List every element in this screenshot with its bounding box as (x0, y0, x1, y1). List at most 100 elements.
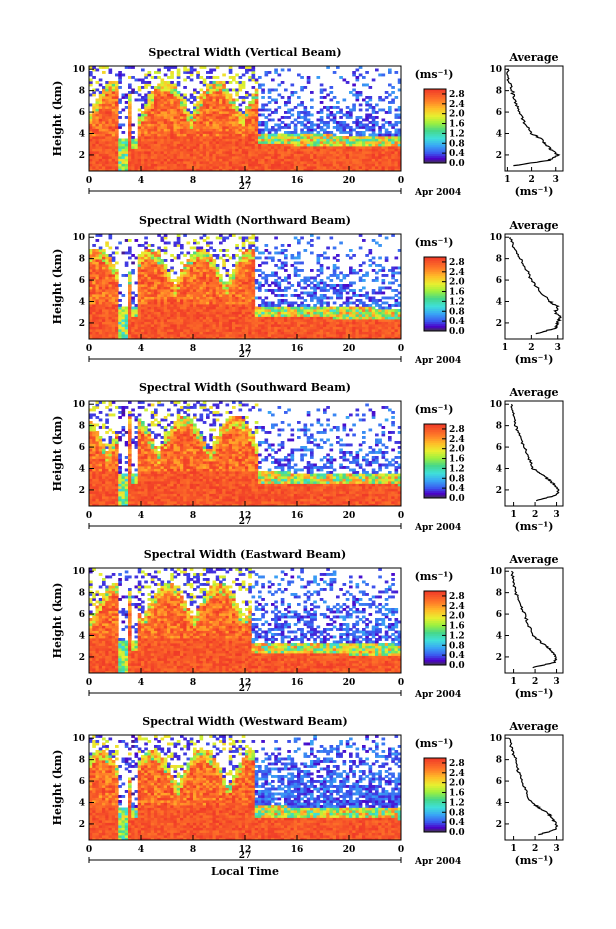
heatmap-cell (95, 116, 100, 119)
heatmap-cell (336, 163, 340, 167)
heatmap-cell (235, 118, 239, 122)
heatmap-cell (219, 249, 223, 252)
heatmap-cell (128, 316, 132, 320)
heatmap-cell (108, 113, 113, 117)
heatmap-cell (163, 83, 168, 87)
heatmap-cell (254, 329, 259, 332)
heatmap-cell (170, 296, 174, 300)
heatmap-cell (300, 301, 304, 305)
heatmap-cell (202, 279, 207, 282)
heatmap-cell (297, 314, 301, 317)
heatmap-cell (105, 93, 109, 97)
heatmap-cell (365, 156, 369, 159)
heatmap-cell (167, 143, 171, 147)
heatmap-cell (180, 291, 184, 295)
heatmap-cell (144, 106, 148, 109)
heatmap-cell (381, 161, 386, 164)
heatmap-cell (225, 103, 230, 107)
heatmap-cell (206, 113, 210, 117)
heatmap-cell (180, 98, 184, 102)
heatmap-cell (137, 301, 142, 305)
heatmap-cell (105, 131, 109, 134)
heatmap-cell (193, 96, 197, 99)
heatmap-cell (319, 146, 324, 149)
heatmap-cell (167, 319, 171, 322)
heatmap-cell (225, 156, 230, 159)
heatmap-cell (358, 163, 363, 167)
heatmap-cell (274, 281, 278, 285)
heatmap-cell (128, 168, 132, 172)
heatmap-cell (144, 319, 148, 322)
heatmap-cell (128, 128, 132, 132)
heatmap-cell (180, 276, 184, 280)
heatmap-cell (98, 153, 103, 157)
heatmap-cell (154, 121, 158, 124)
heatmap-cell (287, 156, 291, 159)
heatmap-cell (89, 326, 93, 330)
heatmap-cell (222, 73, 226, 77)
heatmap-cell (189, 101, 194, 104)
heatmap-cell (183, 118, 187, 122)
heatmap-cell (105, 158, 109, 162)
heatmap-cell (115, 123, 119, 127)
heatmap-cell (297, 143, 301, 147)
heatmap-cell (267, 304, 272, 307)
colorbar-swatch (424, 155, 446, 158)
profile-x-label: (ms⁻¹) (515, 185, 554, 198)
heatmap-cell (102, 269, 106, 272)
heatmap-cell (222, 261, 226, 265)
heatmap-cell (306, 291, 311, 295)
heatmap-cell (95, 289, 100, 292)
heatmap-cell (147, 113, 152, 117)
heatmap-cell (92, 314, 96, 317)
heatmap-cell (378, 153, 382, 157)
heatmap-cell (105, 156, 109, 159)
heatmap-cell (235, 311, 239, 315)
heatmap-cell (154, 286, 158, 290)
heatmap-cell (115, 286, 119, 290)
heatmap-cell (280, 314, 285, 317)
heatmap-cell (147, 336, 152, 340)
heatmap-cell (365, 158, 369, 162)
heatmap-cell (267, 331, 272, 335)
heatmap-cell (339, 123, 343, 127)
heatmap-cell (284, 289, 288, 292)
heatmap-cell (160, 236, 165, 240)
heatmap-cell (378, 143, 382, 147)
heatmap-cell (92, 153, 96, 157)
heatmap-cell (202, 294, 207, 297)
heatmap-cell (111, 286, 116, 290)
heatmap-cell (150, 136, 155, 139)
heatmap-cell (206, 286, 210, 290)
heatmap-cell (95, 136, 100, 139)
heatmap-cell (238, 108, 243, 112)
heatmap-cell (115, 141, 119, 144)
heatmap-cell (154, 158, 158, 162)
heatmap-cell (293, 168, 298, 172)
heatmap-cell (293, 324, 298, 327)
heatmap-cell (251, 101, 256, 104)
heatmap-cell (147, 123, 152, 127)
heatmap-cell (238, 334, 243, 337)
heatmap-cell (163, 126, 168, 129)
heatmap-cell (258, 329, 262, 332)
heatmap-cell (199, 148, 204, 152)
heatmap-cell (215, 131, 220, 134)
heatmap-cell (245, 336, 249, 340)
heatmap-cell (219, 126, 223, 129)
heatmap-cell (313, 151, 317, 154)
heatmap-cell (222, 138, 226, 142)
heatmap-cell (238, 256, 243, 260)
heatmap-cell (225, 296, 230, 300)
heatmap-cell (124, 319, 129, 322)
heatmap-cell (397, 158, 402, 162)
heatmap-cell (228, 146, 233, 149)
heatmap-cell (134, 336, 139, 340)
heatmap-cell (102, 294, 106, 297)
heatmap-cell (163, 138, 168, 142)
heatmap-cell (170, 306, 174, 310)
heatmap-cell (193, 166, 197, 169)
heatmap-cell (219, 103, 223, 107)
heatmap-cell (118, 86, 122, 89)
heatmap-cell (202, 133, 207, 137)
